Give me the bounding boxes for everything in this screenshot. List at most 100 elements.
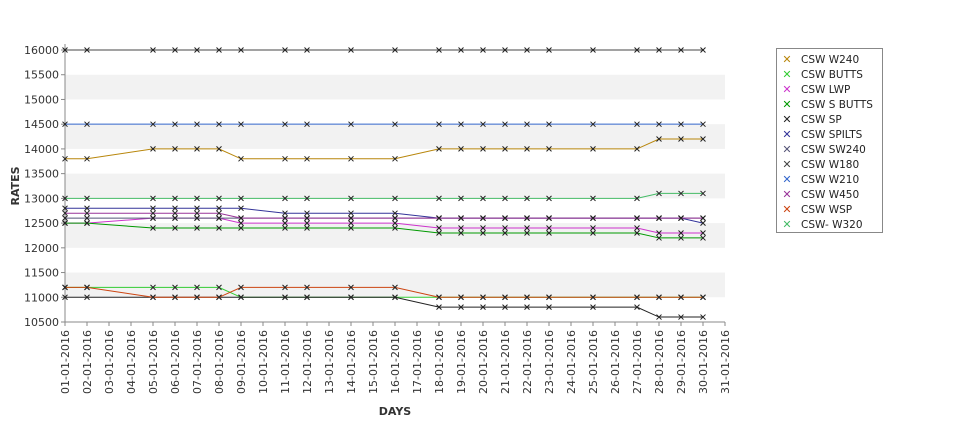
data-point-marker xyxy=(150,47,156,53)
data-point-marker xyxy=(700,215,706,221)
data-point-marker xyxy=(238,215,244,221)
data-point-marker xyxy=(678,314,684,320)
x-tick-label: 01-01-2016 xyxy=(59,330,72,394)
data-point-marker xyxy=(678,230,684,236)
legend-label: CSW S BUTTS xyxy=(801,98,873,111)
data-point-marker xyxy=(590,304,596,311)
data-point-marker xyxy=(458,47,464,53)
legend-item: ✕ CSW W450 xyxy=(781,187,859,202)
x-tick-label: 24-01-2016 xyxy=(565,330,578,394)
data-point-marker xyxy=(194,225,200,231)
legend-label: CSW BUTTS xyxy=(801,68,863,81)
data-point-marker xyxy=(546,230,552,236)
data-point-marker xyxy=(590,225,596,231)
data-point-marker xyxy=(84,294,90,301)
x-tick-label: 31-01-2016 xyxy=(719,330,732,394)
data-point-marker xyxy=(480,215,486,221)
data-point-marker xyxy=(84,121,90,128)
data-point-marker xyxy=(546,47,552,53)
legend-marker-icon: ✕ xyxy=(782,53,792,66)
data-point-marker xyxy=(436,230,442,236)
data-point-marker xyxy=(348,220,354,226)
data-point-marker xyxy=(172,210,178,217)
data-point-marker xyxy=(304,220,310,226)
data-point-marker xyxy=(348,225,354,231)
data-point-marker xyxy=(194,284,200,291)
data-point-marker xyxy=(172,294,178,301)
data-point-marker xyxy=(62,220,68,226)
data-point-marker xyxy=(84,205,90,212)
data-point-marker xyxy=(84,210,90,217)
data-point-marker xyxy=(524,47,530,53)
x-tick-label: 04-01-2016 xyxy=(125,330,138,394)
data-point-marker xyxy=(700,235,706,241)
data-point-marker xyxy=(194,215,200,221)
data-point-marker xyxy=(700,230,706,236)
data-point-marker xyxy=(546,195,552,202)
data-point-marker xyxy=(172,47,178,53)
data-point-marker xyxy=(436,304,442,311)
data-point-marker xyxy=(678,47,684,53)
data-point-marker xyxy=(700,294,706,301)
data-point-marker xyxy=(348,155,354,162)
data-point-marker xyxy=(656,215,662,221)
data-point-marker xyxy=(458,294,464,301)
data-point-marker xyxy=(458,195,464,202)
y-tick-label: 13500 xyxy=(24,168,59,181)
data-point-marker xyxy=(348,294,354,301)
data-point-marker xyxy=(282,220,288,226)
x-tick-label: 15-01-2016 xyxy=(367,330,380,394)
series-group xyxy=(62,136,706,162)
data-point-marker xyxy=(436,294,442,301)
data-point-marker xyxy=(436,146,442,152)
data-point-marker xyxy=(172,284,178,291)
data-point-marker xyxy=(656,136,662,142)
data-point-marker xyxy=(216,47,222,53)
data-point-marker xyxy=(392,121,398,128)
data-point-marker xyxy=(590,215,596,221)
x-tick-label: 27-01-2016 xyxy=(631,330,644,394)
data-point-marker xyxy=(84,215,90,221)
legend-marker-icon: ✕ xyxy=(782,143,792,156)
data-point-marker xyxy=(458,304,464,311)
data-point-marker xyxy=(480,121,486,128)
data-point-marker xyxy=(238,205,244,212)
data-point-marker xyxy=(458,230,464,236)
legend-item: ✕ CSW SW240 xyxy=(781,142,865,157)
data-point-marker xyxy=(304,121,310,128)
data-point-marker xyxy=(480,304,486,311)
series-line xyxy=(65,138,703,160)
data-point-marker xyxy=(84,284,90,291)
series-group xyxy=(62,294,706,320)
series-lines xyxy=(62,47,706,320)
data-point-marker xyxy=(172,215,178,221)
legend-label: CSW SP xyxy=(801,113,842,126)
data-point-marker xyxy=(436,47,442,53)
data-point-marker xyxy=(700,121,706,128)
y-tick-label: 15000 xyxy=(24,93,59,106)
series-group xyxy=(62,210,706,221)
legend-label: CSW W210 xyxy=(801,173,860,186)
y-tick-label: 13000 xyxy=(24,192,59,205)
x-tick-label: 22-01-2016 xyxy=(521,330,534,394)
grid-band xyxy=(65,272,725,298)
y-tick-label: 16000 xyxy=(24,44,59,57)
legend-item: ✕ CSW LWP xyxy=(781,82,850,97)
data-point-marker xyxy=(546,304,552,311)
x-tick-label: 02-01-2016 xyxy=(81,330,94,394)
y-tick-label: 14500 xyxy=(24,118,59,131)
data-point-marker xyxy=(502,146,508,152)
data-point-marker xyxy=(238,294,244,301)
data-point-marker xyxy=(524,215,530,221)
data-point-marker xyxy=(304,215,310,221)
data-point-marker xyxy=(304,210,310,217)
data-point-marker xyxy=(348,47,354,53)
data-point-marker xyxy=(238,47,244,53)
legend-marker-icon: ✕ xyxy=(782,173,792,186)
data-point-marker xyxy=(480,195,486,202)
data-point-marker xyxy=(524,121,530,128)
data-point-marker xyxy=(62,294,68,301)
data-point-marker xyxy=(304,195,310,202)
data-point-marker xyxy=(392,210,398,217)
data-point-marker xyxy=(216,225,222,231)
